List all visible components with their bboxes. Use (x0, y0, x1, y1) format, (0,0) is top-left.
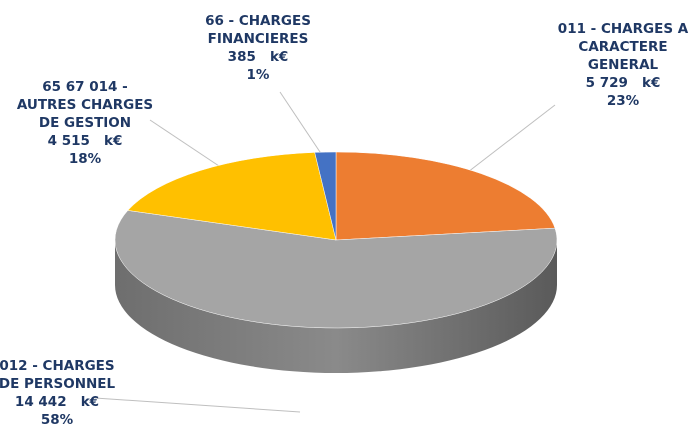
slice (314, 151, 337, 241)
percent-label: 58% (40, 412, 74, 428)
amount-label: 4 515 k€ (47, 133, 123, 149)
slice-side (115, 240, 557, 373)
percent-label: 23% (606, 93, 640, 109)
category-label: 011 - CHARGES A CARACTERE GENERAL (557, 21, 689, 73)
leader-line (279, 91, 323, 156)
data-label: 66 - CHARGES FINANCIERES 385 k€ 1% (205, 12, 311, 84)
data-label: 65 67 014 - AUTRES CHARGES DE GESTION 4 5… (17, 78, 153, 168)
category-label: 65 67 014 - AUTRES CHARGES DE GESTION (16, 79, 154, 131)
leader-line (94, 397, 301, 413)
category-label: 012 - CHARGES DE PERSONNEL (0, 358, 116, 392)
amount-label: 14 442 k€ (14, 394, 100, 410)
data-label: 012 - CHARGES DE PERSONNEL 14 442 k€ 58% (0, 357, 115, 429)
amount-label: 385 k€ (227, 49, 289, 65)
leader-line (149, 119, 223, 169)
category-label: 66 - CHARGES FINANCIERES (205, 13, 311, 47)
leader-line (467, 104, 556, 173)
percent-label: 1% (246, 67, 270, 83)
data-label: 011 - CHARGES A CARACTERE GENERAL 5 729 k… (558, 20, 688, 110)
amount-label: 5 729 k€ (585, 75, 661, 91)
slice (114, 210, 558, 329)
slice (127, 152, 337, 241)
slice (335, 151, 556, 241)
percent-label: 18% (68, 151, 102, 167)
